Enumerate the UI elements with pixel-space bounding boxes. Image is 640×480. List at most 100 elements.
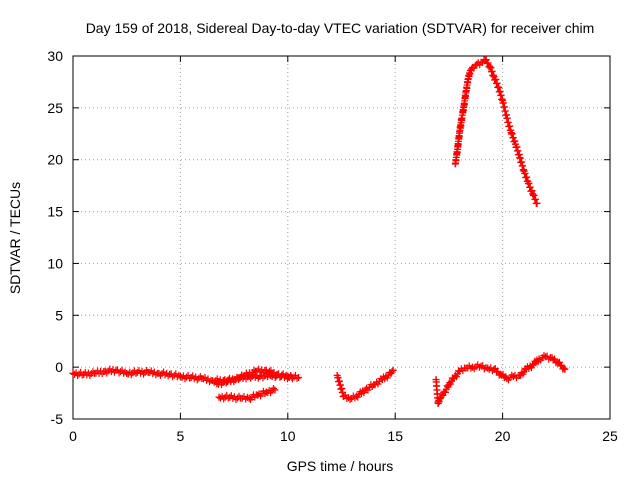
- data-point: [234, 375, 242, 383]
- data-point: [295, 374, 303, 382]
- plot-frame: [72, 55, 611, 420]
- data-point: [456, 128, 464, 136]
- data-point: [226, 393, 234, 401]
- x-tick-label: 5: [177, 428, 185, 444]
- x-tick-label: 15: [387, 428, 403, 444]
- data-point: [237, 394, 245, 402]
- data-point: [462, 364, 470, 372]
- data-point: [262, 388, 270, 396]
- y-axis-label: SDTVAR / TECUs: [7, 182, 23, 294]
- data-point: [473, 60, 481, 68]
- data-point: [469, 363, 477, 371]
- data-point: [155, 369, 163, 377]
- data-point: [503, 114, 511, 122]
- data-point: [484, 364, 492, 372]
- data-point: [436, 394, 444, 402]
- data-point: [198, 375, 206, 383]
- y-tick-label: 15: [47, 204, 63, 220]
- data-point: [254, 391, 262, 399]
- data-point: [80, 370, 88, 378]
- data-point: [224, 378, 232, 386]
- data-point: [245, 372, 253, 380]
- data-point: [101, 367, 109, 375]
- data-point: [432, 376, 440, 384]
- y-tick-label: 10: [47, 255, 63, 271]
- chart-title: Day 159 of 2018, Sidereal Day-to-day VTE…: [86, 20, 595, 36]
- data-point-fill: [217, 385, 277, 404]
- data-point: [434, 399, 442, 407]
- data-point: [69, 369, 77, 377]
- data-point: [554, 359, 562, 367]
- data-point: [451, 160, 459, 168]
- grid-lines: [73, 56, 610, 419]
- y-tick-label: 25: [47, 100, 63, 116]
- data-point: [288, 374, 296, 382]
- data-point: [494, 83, 502, 91]
- data-point: [529, 190, 537, 198]
- data-point: [361, 386, 369, 394]
- data-point: [516, 154, 524, 162]
- x-tick-label: 25: [602, 428, 618, 444]
- data-point: [462, 87, 470, 95]
- data-point: [477, 58, 485, 66]
- data-point: [133, 368, 141, 376]
- data-point: [209, 377, 217, 385]
- data-point: [378, 376, 386, 384]
- data-point: [112, 366, 120, 374]
- data-point: [370, 381, 378, 389]
- y-tick-label: 30: [47, 48, 63, 64]
- data-point: [507, 129, 515, 137]
- data-point: [499, 97, 507, 105]
- data-segment: [215, 385, 279, 404]
- data-point: [453, 145, 461, 153]
- data-point: [511, 140, 519, 148]
- data-point: [123, 369, 131, 377]
- data-point: [215, 393, 223, 401]
- y-tick-label: 20: [47, 152, 63, 168]
- data-segment: [432, 351, 569, 407]
- data-point: [353, 392, 361, 400]
- data-point: [503, 375, 511, 383]
- data-segment: [333, 366, 397, 403]
- data-point: [346, 395, 354, 403]
- data-point: [176, 372, 184, 380]
- data-point: [522, 365, 530, 373]
- data-point: [333, 371, 341, 379]
- x-tick-label: 0: [69, 428, 77, 444]
- data-point: [516, 371, 524, 379]
- axis-ticks: 0 5 10 15 20 25 -5 0 5 10 15 20 25 30: [47, 48, 618, 444]
- data-point: [267, 371, 275, 379]
- data-point: [245, 394, 253, 402]
- data-point: [340, 392, 348, 400]
- data-point: [561, 365, 569, 373]
- data-point: [524, 180, 532, 188]
- data-point: [520, 167, 528, 175]
- data-point: [529, 361, 537, 369]
- data-point: [490, 73, 498, 81]
- x-axis-label: GPS time / hours: [287, 458, 394, 474]
- data-point: [389, 366, 397, 374]
- data-point: [486, 62, 494, 70]
- y-tick-label: 0: [55, 359, 63, 375]
- data-point: [464, 75, 472, 83]
- data-point: [277, 372, 285, 380]
- data-point: [496, 370, 504, 378]
- data-point: [458, 114, 466, 122]
- data-point: [213, 380, 221, 388]
- x-tick-label: 20: [495, 428, 511, 444]
- data-point: [460, 102, 468, 110]
- data-point: [548, 354, 556, 362]
- data-point: [187, 374, 195, 382]
- data-point: [445, 381, 453, 389]
- data-point: [449, 375, 457, 383]
- data-point: [90, 369, 98, 377]
- data-point: [441, 388, 449, 396]
- data-point: [456, 367, 464, 375]
- data-point: [256, 372, 264, 380]
- data-point: [271, 386, 279, 394]
- data-point: [477, 362, 485, 370]
- data-point: [166, 370, 174, 378]
- data-point: [533, 199, 541, 207]
